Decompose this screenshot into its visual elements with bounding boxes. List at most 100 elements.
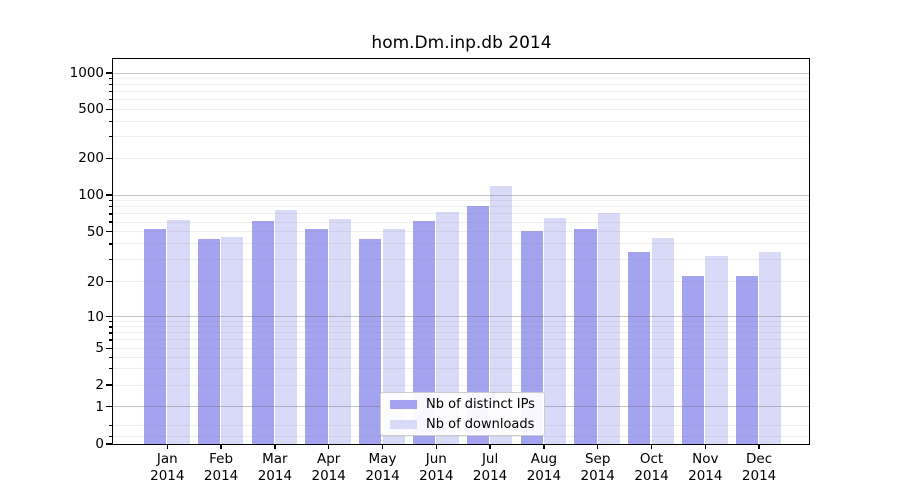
y-tick-label: 50 — [86, 223, 104, 240]
x-tick-year: 2014 — [472, 468, 508, 484]
y-tick-label: 1000 — [69, 65, 104, 81]
x-tick-mark — [381, 444, 384, 449]
bar-distinct-ips — [574, 229, 597, 444]
chart-title: hom.Dm.inp.db 2014 — [371, 33, 552, 53]
bar-downloads — [597, 212, 621, 444]
y-minor-tick-mark — [109, 258, 112, 261]
x-tick-label: Aug 2014 — [512, 451, 576, 485]
plot-area — [111, 57, 810, 445]
y-minor-tick-mark — [109, 221, 112, 223]
y-tick-mark — [106, 72, 112, 74]
y-minor-tick-mark — [109, 77, 112, 80]
x-tick-year: 2014 — [741, 468, 777, 484]
x-tick-label: Mar 2014 — [243, 451, 307, 485]
legend-swatch — [390, 419, 417, 429]
y-minor-tick-mark — [109, 424, 112, 426]
bar-downloads — [651, 238, 674, 444]
bar-downloads — [328, 218, 352, 444]
x-tick-mark — [758, 444, 760, 449]
x-tick-label: Jan 2014 — [135, 451, 199, 485]
y-minor-tick-mark — [109, 206, 112, 208]
y-minor-tick-mark — [109, 339, 112, 341]
y-minor-tick-mark — [109, 135, 112, 138]
y-tick-label: 100 — [78, 187, 104, 203]
y-tick-label: 0 — [95, 436, 104, 452]
y-minor-tick-mark — [109, 356, 112, 358]
x-tick-month: Aug — [530, 451, 558, 467]
bar-downloads — [490, 185, 513, 444]
bar-distinct-ips — [466, 205, 490, 444]
x-tick-label: Oct 2014 — [620, 451, 684, 485]
x-tick-mark — [220, 444, 222, 449]
y-tick-label: 10 — [86, 308, 104, 325]
y-minor-tick-mark — [109, 199, 112, 202]
bar-distinct-ips — [681, 275, 705, 444]
y-tick-mark — [106, 347, 112, 349]
y-minor-tick-mark — [109, 243, 112, 245]
x-tick-month: Jan — [156, 451, 178, 467]
x-tick-year: 2014 — [526, 468, 562, 484]
bar-distinct-ips — [251, 220, 274, 444]
bars-layer — [113, 59, 810, 444]
x-tick-label: Jun 2014 — [404, 451, 468, 485]
x-tick-year: 2014 — [419, 468, 454, 484]
y-tick-mark — [106, 406, 112, 408]
bar-downloads — [221, 236, 244, 444]
y-minor-tick-mark — [109, 368, 112, 370]
legend-label: Nb of distinct IPs — [426, 396, 535, 412]
legend: Nb of distinct IPs Nb of downloads — [380, 392, 545, 436]
y-minor-tick-mark — [109, 91, 112, 93]
x-tick-month: Feb — [209, 451, 234, 467]
x-tick-month: Dec — [746, 451, 773, 467]
legend-entry: Nb of downloads — [390, 417, 535, 432]
y-tick-mark — [106, 157, 112, 159]
bar-distinct-ips — [197, 239, 221, 444]
x-tick-mark — [704, 444, 706, 449]
y-minor-tick-mark — [109, 326, 112, 328]
bar-downloads — [274, 210, 298, 444]
x-tick-label: Apr 2014 — [297, 451, 361, 485]
x-tick-year: 2014 — [311, 468, 346, 484]
y-tick-mark — [106, 384, 112, 386]
x-tick-month: Sep — [584, 451, 611, 467]
legend-label: Nb of downloads — [426, 416, 535, 432]
y-minor-tick-mark — [109, 99, 112, 101]
x-tick-month: Apr — [317, 451, 341, 467]
x-tick-label: May 2014 — [351, 451, 415, 485]
legend-swatch — [390, 399, 417, 409]
x-tick-month: Jul — [481, 451, 499, 467]
x-tick-year: 2014 — [580, 468, 615, 484]
x-tick-label: Feb 2014 — [189, 451, 253, 485]
x-tick-label: Jul 2014 — [458, 451, 522, 485]
x-tick-month: May — [368, 451, 397, 467]
x-tick-mark — [543, 444, 545, 449]
x-tick-mark — [166, 444, 168, 449]
x-tick-year: 2014 — [365, 468, 400, 484]
x-tick-month: Jun — [425, 451, 447, 467]
y-tick-label: 5 — [95, 340, 104, 357]
x-tick-month: Nov — [692, 451, 719, 467]
x-tick-mark — [597, 444, 599, 449]
y-minor-tick-mark — [109, 120, 112, 122]
y-tick-mark — [106, 231, 112, 233]
x-tick-mark — [435, 444, 437, 449]
x-tick-year: 2014 — [257, 468, 293, 484]
x-tick-mark — [328, 444, 330, 449]
y-tick-mark — [106, 281, 112, 283]
bar-distinct-ips — [359, 239, 382, 444]
y-tick-mark — [106, 443, 112, 445]
y-minor-tick-mark — [109, 84, 112, 86]
x-tick-month: Oct — [639, 451, 664, 467]
y-minor-tick-mark — [109, 213, 112, 215]
y-minor-tick-mark — [109, 320, 112, 323]
bar-distinct-ips — [628, 252, 651, 444]
y-tick-label: 20 — [86, 273, 104, 290]
x-tick-mark — [274, 444, 276, 449]
y-tick-mark — [106, 316, 112, 318]
bar-downloads — [436, 211, 459, 444]
x-tick-year: 2014 — [634, 468, 669, 484]
bar-downloads — [759, 252, 782, 444]
bar-downloads — [543, 218, 567, 444]
bar-distinct-ips — [412, 220, 436, 444]
